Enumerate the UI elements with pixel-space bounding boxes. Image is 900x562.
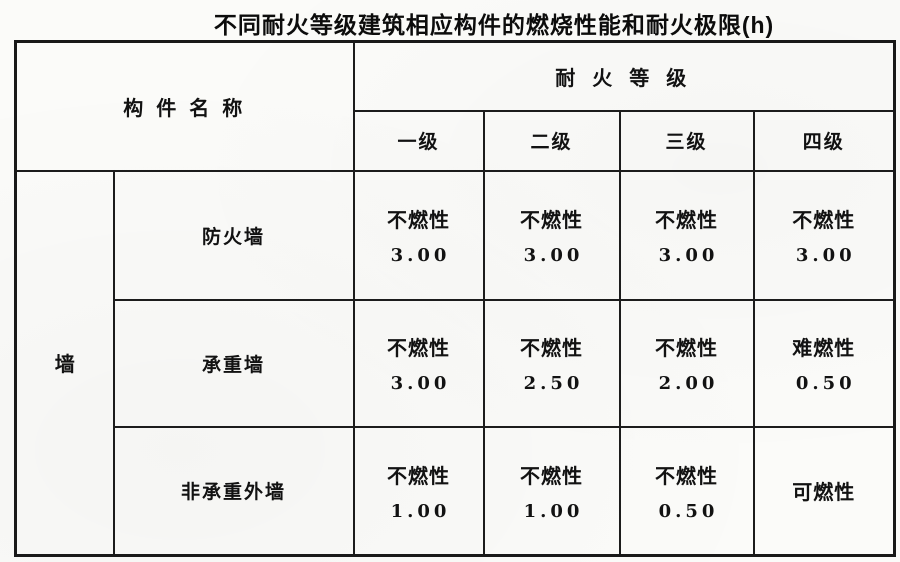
fire-limit-value: 3.00	[390, 245, 451, 266]
combustibility-label: 不燃性	[387, 338, 450, 360]
cell-content: 不燃性 0.50	[622, 460, 752, 522]
header-grade-1: 一级	[352, 109, 485, 172]
cell-load-bearing-grade3: 不燃性 2.00	[618, 298, 755, 428]
cell-load-bearing-grade4: 难燃性 0.50	[752, 298, 896, 428]
cell-content: 不燃性 1.00	[486, 460, 618, 522]
table-row-non-load-bearing-exterior-wall: 非承重外墙 不燃性 1.00 不燃性 1.00 不燃性 0.50	[16, 425, 896, 557]
combustibility-label: 不燃性	[792, 210, 856, 232]
combustibility-label: 不燃性	[387, 210, 450, 232]
cell-content: 不燃性 3.00	[756, 204, 893, 266]
cell-content: 不燃性 3.00	[622, 204, 752, 266]
cell-load-bearing-grade2: 不燃性 2.50	[482, 298, 621, 428]
header-grade-4: 四级	[752, 109, 896, 172]
table-row-load-bearing-wall: 承重墙 不燃性 3.00 不燃性 2.50 不燃性 2.00	[16, 298, 896, 428]
cell-content: 不燃性 3.00	[356, 332, 482, 394]
fire-limit-value: 3.00	[390, 373, 451, 394]
fire-limit-value: 3.00	[523, 245, 584, 266]
combustibility-label: 不燃性	[520, 465, 583, 488]
cell-load-bearing-grade1: 不燃性 3.00	[352, 298, 485, 428]
fire-limit-value: 1.00	[390, 500, 451, 522]
combustibility-label: 不燃性	[520, 210, 583, 232]
cell-non-load-bearing-grade2: 不燃性 1.00	[482, 425, 621, 557]
component-name-non-load-bearing-exterior-wall: 非承重外墙	[112, 425, 355, 557]
cell-content: 不燃性 2.50	[486, 332, 618, 394]
component-name-load-bearing-wall: 承重墙	[112, 298, 355, 428]
header-grade-2: 二级	[482, 109, 621, 172]
cell-content: 难燃性 0.50	[756, 332, 893, 394]
fire-limit-value: 2.50	[523, 373, 584, 394]
cell-non-load-bearing-grade3: 不燃性 0.50	[618, 425, 755, 557]
header-grade-3: 三级	[618, 109, 755, 172]
combustibility-label: 不燃性	[387, 465, 450, 488]
combustibility-label: 不燃性	[655, 210, 718, 232]
fire-limit-value: 3.00	[795, 245, 856, 266]
cell-content: 不燃性 3.00	[356, 204, 482, 266]
combustibility-label: 不燃性	[655, 465, 718, 488]
fire-limit-value: 0.50	[795, 373, 856, 394]
cell-content: 不燃性 1.00	[356, 460, 482, 522]
header-row-grades: 一级 二级 三级 四级	[16, 109, 896, 172]
cell-content: 不燃性 2.00	[622, 332, 752, 394]
header-fire-resistance-grade: 耐 火 等 级	[352, 40, 896, 112]
fire-limit-value: 2.00	[658, 373, 719, 394]
header-row-grade-group: 构 件 名 称 耐 火 等 级	[14, 40, 896, 172]
combustibility-label: 难燃性	[792, 338, 856, 360]
row-group-wall: 墙	[14, 169, 115, 557]
table-row-firewall: 墙 防火墙 不燃性 3.00 不燃性 3.00 不燃性 3.00	[14, 169, 896, 557]
cell-content: 不燃性 3.00	[486, 204, 618, 266]
header-component-name: 构 件 名 称	[14, 40, 355, 172]
cell-firewall-grade2: 不燃性 3.00	[482, 169, 621, 301]
cell-content: 可燃性	[756, 476, 893, 505]
combustibility-label: 不燃性	[520, 338, 583, 360]
combustibility-label: 可燃性	[792, 482, 856, 505]
cell-firewall-grade3: 不燃性 3.00	[618, 169, 755, 301]
fire-limit-value: 1.00	[523, 500, 584, 522]
fire-limit-value: 0.50	[658, 500, 719, 522]
page-title: 不同耐火等级建筑相应构件的燃烧性能和耐火极限(h)	[213, 12, 775, 38]
component-name-firewall: 防火墙	[112, 169, 355, 301]
combustibility-label: 不燃性	[655, 338, 718, 360]
fire-rating-table: 构 件 名 称 耐 火 等 级 一级 二级 三级 四级 墙 防火墙 不燃性 3.…	[14, 40, 896, 557]
cell-firewall-grade1: 不燃性 3.00	[352, 169, 485, 301]
cell-firewall-grade4: 不燃性 3.00	[752, 169, 896, 301]
fire-limit-value: 3.00	[658, 245, 719, 266]
cell-non-load-bearing-grade1: 不燃性 1.00	[352, 425, 485, 557]
cell-non-load-bearing-grade4: 可燃性	[752, 425, 896, 557]
